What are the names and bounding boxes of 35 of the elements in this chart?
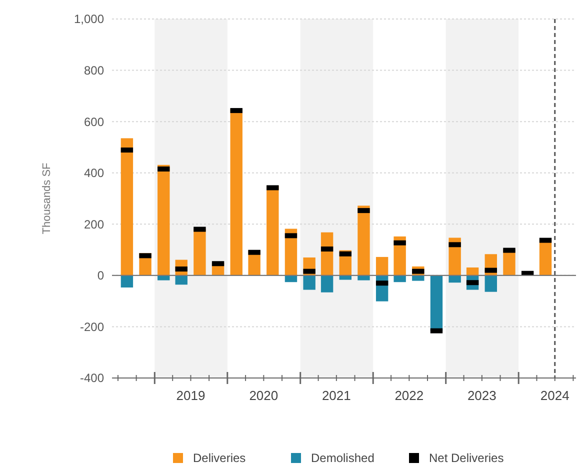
bar (158, 164, 170, 276)
bar (394, 275, 406, 282)
bar (358, 275, 370, 280)
bar (175, 275, 188, 285)
legend-label: Deliveries (193, 451, 246, 465)
y-axis-title: Thousands SF (41, 162, 53, 234)
bar (448, 275, 461, 283)
x-tick-label: 2020 (249, 388, 278, 403)
bar (158, 275, 170, 280)
y-tick-label: -400 (80, 371, 104, 386)
y-tick-label: -200 (80, 320, 104, 334)
y-tick-label: 0 (97, 268, 104, 283)
x-tick-label: 2021 (322, 388, 351, 403)
y-tick-label: 200 (84, 217, 104, 232)
bar (430, 275, 443, 331)
y-tick-label: 1,000 (74, 12, 104, 26)
bar (376, 256, 388, 276)
x-tick-label: 2019 (176, 388, 206, 403)
bar (303, 275, 316, 290)
bar (412, 275, 424, 281)
legend-label: Demolished (311, 451, 374, 465)
bar (320, 275, 334, 292)
bar (484, 275, 497, 292)
y-tick-label: 600 (84, 114, 104, 129)
y-tick-label: 400 (84, 166, 104, 180)
x-tick-label: 2023 (467, 388, 496, 403)
bar (358, 206, 370, 276)
bar (339, 275, 352, 280)
bar (466, 267, 479, 276)
x-tick-label: 2024 (540, 388, 570, 403)
legend-label: Net Deliveries (429, 451, 504, 465)
x-tick-label: 2022 (394, 388, 424, 403)
y-tick-label: 800 (84, 63, 104, 78)
bar (120, 275, 134, 288)
bar (120, 138, 134, 276)
